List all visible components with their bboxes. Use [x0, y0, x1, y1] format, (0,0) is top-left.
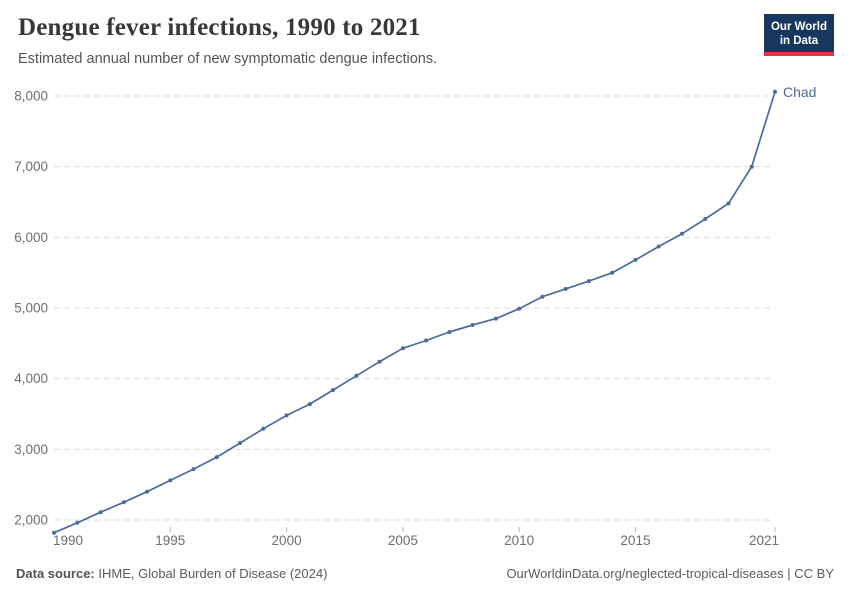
data-point[interactable]: [493, 316, 498, 321]
owid-logo-line1: Our World: [770, 21, 827, 33]
y-axis-tick-label: 5,000: [14, 301, 48, 316]
data-point[interactable]: [749, 164, 754, 169]
data-source: Data source: IHME, Global Burden of Dise…: [16, 566, 327, 581]
owid-logo-line2: in Data: [779, 35, 819, 47]
line-chart[interactable]: 2,000 3,000 4,000 5,000 6,000 7,000 8,000 1990 1…: [0, 80, 850, 558]
x-axis-tick-label: 1995: [155, 533, 185, 548]
data-point[interactable]: [284, 413, 289, 418]
data-point[interactable]: [52, 530, 56, 535]
data-point[interactable]: [331, 388, 336, 392]
data-point[interactable]: [517, 306, 522, 311]
y-axis-tick-label: 8,000: [14, 89, 48, 104]
data-point[interactable]: [703, 217, 708, 221]
data-point[interactable]: [191, 467, 196, 472]
x-axis-tick-label: 2015: [620, 533, 650, 548]
data-point[interactable]: [261, 426, 266, 431]
data-line[interactable]: [53, 91, 776, 534]
credit-link[interactable]: OurWorldinData.org/neglected-tropical-di…: [506, 566, 834, 581]
x-axis-tick-label: 2021: [749, 533, 779, 548]
data-point[interactable]: [168, 478, 173, 483]
chart-footer: Data source: IHME, Global Burden of Dise…: [16, 566, 834, 581]
x-axis-tick-label: 2010: [504, 533, 534, 548]
data-point[interactable]: [307, 402, 312, 407]
chart-subtitle: Estimated annual number of new symptomat…: [18, 51, 438, 67]
data-point[interactable]: [424, 338, 429, 343]
data-source-label: Data source:: [16, 566, 95, 581]
data-point[interactable]: [214, 455, 219, 460]
x-axis-tick-label: 1990: [53, 533, 83, 548]
y-axis-tick-label: 2,000: [14, 513, 48, 528]
series-label: Chad: [783, 84, 816, 100]
page-title: Dengue fever infections, 1990 to 2021: [18, 14, 421, 41]
data-point[interactable]: [75, 520, 80, 525]
data-point[interactable]: [586, 279, 591, 284]
data-point[interactable]: [773, 89, 777, 94]
data-point[interactable]: [377, 359, 382, 364]
data-point[interactable]: [238, 441, 243, 445]
data-source-value: IHME, Global Burden of Disease (2024): [94, 566, 328, 581]
x-axis-tick-label: 2000: [272, 533, 302, 548]
data-point[interactable]: [98, 510, 103, 515]
y-axis-tick-label: 3,000: [14, 442, 48, 457]
data-point[interactable]: [610, 270, 615, 275]
data-point[interactable]: [680, 231, 684, 236]
y-axis-tick-label: 4,000: [14, 371, 48, 386]
data-point[interactable]: [354, 373, 359, 378]
data-point[interactable]: [726, 201, 731, 206]
data-point[interactable]: [447, 330, 452, 334]
data-point[interactable]: [656, 244, 661, 249]
data-point[interactable]: [121, 500, 126, 505]
data-point[interactable]: [400, 346, 405, 351]
data-point[interactable]: [633, 257, 638, 262]
data-point[interactable]: [145, 489, 149, 494]
data-point[interactable]: [540, 294, 545, 299]
owid-logo[interactable]: Our World in Data: [763, 14, 834, 56]
chart-header: Dengue fever infections, 1990 to 2021 Es…: [18, 14, 740, 67]
data-point[interactable]: [563, 286, 568, 291]
y-axis-tick-label: 6,000: [14, 230, 48, 245]
data-point[interactable]: [470, 323, 475, 327]
x-axis-tick-label: 2005: [388, 533, 418, 548]
y-axis-tick-label: 7,000: [14, 159, 48, 174]
